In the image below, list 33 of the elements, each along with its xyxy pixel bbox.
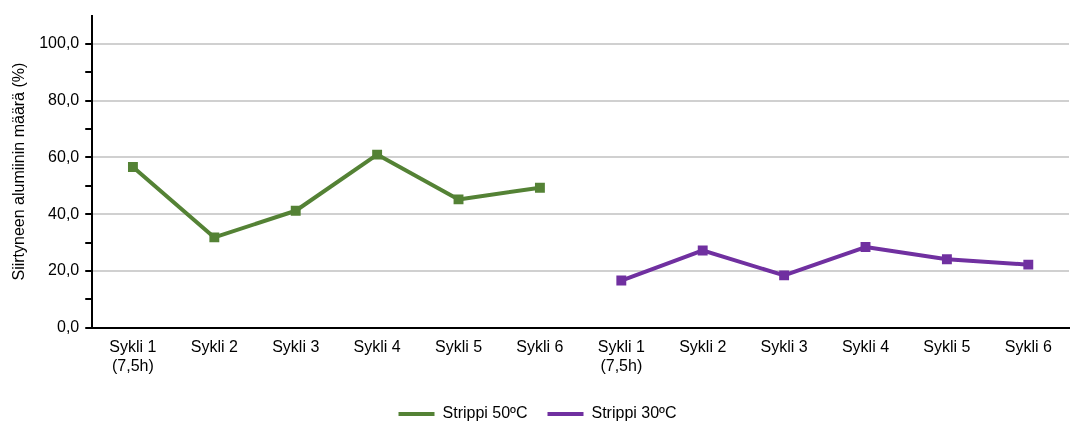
point	[779, 270, 790, 281]
y-axis-title: Siirtyneen alumiinin määrä (%)	[10, 62, 28, 281]
x-tick-label: Sykli 3	[272, 337, 320, 355]
x-tick-label: Sykli 1 (7,5h)	[109, 337, 157, 374]
point	[372, 149, 383, 160]
x-tick-label: Sykli 4	[353, 337, 401, 355]
x-tick-label: Sykli 5	[434, 337, 483, 355]
y-tick-label: 60,0	[48, 147, 80, 165]
x-tick-label: Sykli 6	[1004, 337, 1052, 355]
y-tick-label: 0,0	[56, 318, 80, 336]
x-tick-label: Sykli 2	[679, 337, 727, 355]
point	[453, 194, 464, 205]
point	[127, 162, 138, 173]
x-tick-label: Sykli 1 (7,5h)	[597, 337, 645, 374]
x-tick-label: Sykli 5	[923, 337, 971, 355]
legend-label: Strippi 50ºC	[442, 404, 528, 422]
x-tick-label: Sykli 2	[190, 337, 238, 355]
point	[1023, 259, 1034, 270]
y-tick-label: 20,0	[48, 261, 80, 279]
point	[941, 254, 952, 265]
point	[697, 245, 708, 256]
y-tick-label: 100,0	[39, 34, 80, 52]
point	[860, 242, 871, 252]
x-tick-label: Sykli 3	[760, 337, 808, 355]
point	[616, 275, 627, 286]
point	[209, 232, 220, 243]
y-tick-label: 40,0	[48, 204, 80, 222]
legend-label: Strippi 30ºC	[591, 404, 677, 422]
x-tick-label: Sykli 4	[841, 337, 890, 355]
point	[534, 182, 545, 193]
point	[290, 205, 301, 216]
y-tick-label: 80,0	[48, 91, 80, 109]
x-tick-label: Sykli 6	[516, 337, 564, 355]
